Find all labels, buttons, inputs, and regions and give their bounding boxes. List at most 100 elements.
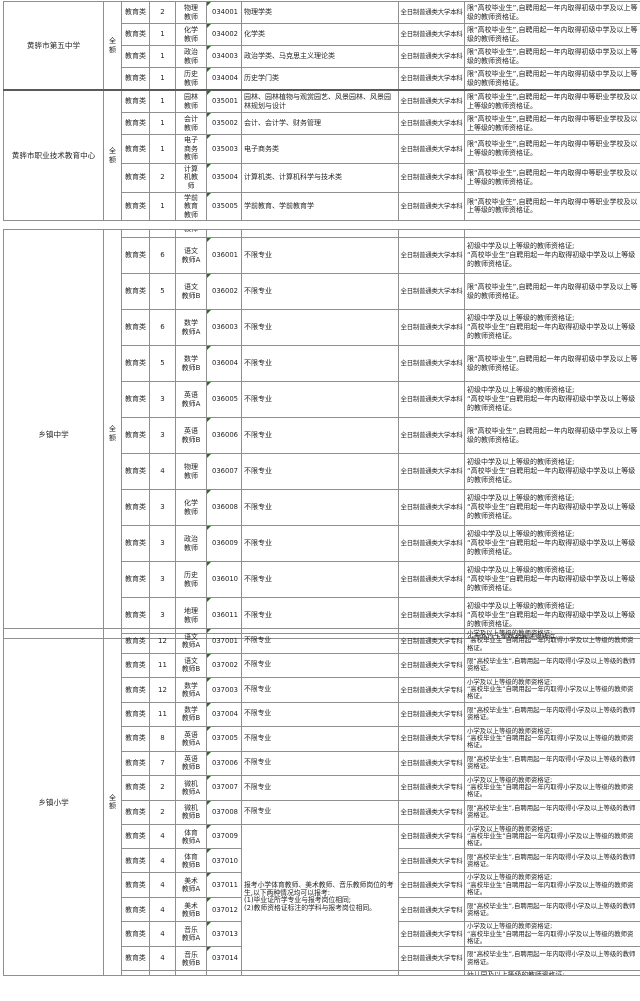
- cell-education-requirement: 全日制普通类大学专科: [398, 872, 465, 899]
- green-triangle-icon: [207, 898, 211, 903]
- cell-headcount: 3: [149, 561, 176, 598]
- cell-position-name: 物理 教师: [175, 1, 207, 24]
- cell-position-code: 036011: [206, 597, 242, 634]
- green-triangle-icon: [207, 164, 211, 168]
- cell-education-requirement: 全日制普通类大学本科: [398, 112, 465, 135]
- cell-position-code: 036002: [206, 273, 242, 310]
- cell-other-requirement: 限“高校毕业生”,自聘用起一年内取得初级中学及以上等级的教师资格证。: [464, 273, 640, 310]
- cell-category: 教育类: [121, 823, 150, 850]
- green-triangle-icon: [207, 46, 211, 50]
- green-triangle-icon: [207, 654, 211, 658]
- cell-major-requirement: 不限专业: [241, 628, 399, 654]
- cell-major-requirement: 电子商务类: [241, 134, 399, 164]
- cell-other-requirement: 限“高校毕业生”,自聘用起一年内取得小学及以上等级的教师资格证。: [464, 652, 640, 678]
- cell-position-name: 美术 教师A: [175, 872, 207, 899]
- cell-headcount: 1: [149, 134, 176, 164]
- cell-position-name: 化学 教师: [175, 489, 207, 526]
- cell-education-requirement: 全日制普通类大学本科: [398, 489, 465, 526]
- cell-education-requirement: 全日制普通类大学专科: [398, 701, 465, 727]
- cell-other-requirement: 限“高校毕业生”,自聘用起一年内取得中等职业学校及以上等级的教师资格证。: [464, 191, 640, 222]
- table-row: 教育类 3 历史 教师 036010 不限专业 全日制普通类大学本科 初级中学及以上等级的教…: [4, 561, 640, 598]
- cell-other-requirement: 限“高校毕业生”,自聘用起一年内取得小学及以上等级的教师资格证。: [464, 799, 640, 825]
- green-triangle-icon: [207, 526, 211, 530]
- cell-education-requirement: 全日制普通类大学本科: [398, 237, 465, 274]
- cell-category: 教育类: [121, 652, 150, 678]
- cell-school-name: 黄骅市第五中学: [3, 1, 104, 91]
- green-triangle-icon: [207, 629, 211, 633]
- cell-headcount: [149, 229, 176, 238]
- table-row: 乡镇小学 全额 教育类 12 语文 教师A 037001 不限专业 全日制普通类大学专科 小学及…: [3, 627, 640, 977]
- cell-funding-type: 全额: [103, 229, 122, 639]
- cell-category: 教育类: [121, 237, 150, 274]
- table-row: 教育类 4 体育 教师B 037010 全日制普通类大学专科 限“高校毕业生”,自聘用起一…: [4, 848, 640, 874]
- cell-other-requirement: 小学及以上等级的教师资格证; “高校毕业生”自聘用起一年内取得小学及以上等级的教…: [464, 774, 640, 801]
- cell-position-name: 电子 商务 教师: [175, 134, 207, 164]
- green-triangle-icon: [207, 825, 211, 829]
- cell-position-code: 034003: [206, 45, 242, 68]
- cell-headcount: [149, 970, 176, 977]
- cell-major-requirement: 不限专业: [241, 237, 399, 274]
- table-row: 教育类 4 物理 教师 036007 不限专业 全日制普通类大学本科 初级中学及以上等级的教…: [4, 453, 640, 490]
- green-triangle-icon: [207, 947, 211, 952]
- cell-category: 教育类: [121, 89, 150, 113]
- cell-education-requirement: 全日制普通类大学本科: [398, 561, 465, 598]
- cell-position-code: 036006: [206, 417, 242, 454]
- cell-category: 教育类: [121, 309, 150, 346]
- cell-other-requirement: 限“高校毕业生”,自聘用起一年内取得中等职业学校及以上等级的教师资格证。: [464, 134, 640, 164]
- cell-headcount: 1: [149, 45, 176, 68]
- table-row: 教育类 3 地理 教师 036011 不限专业 全日制普通类大学本科 初级中学及以上等级的教…: [4, 597, 640, 634]
- cell-other-requirement: 限“高校毕业生”,自聘用起一年内取得小学及以上等级的教师资格证。: [464, 701, 640, 727]
- cell-major-requirement: 政治学类、马克思主义理论类: [241, 45, 399, 68]
- cell-education-requirement: [398, 970, 465, 977]
- cell-other-requirement: 限“高校毕业生”,自聘用起一年内取得小学及以上等级的教师资格证。: [464, 946, 640, 972]
- green-triangle-icon: [207, 849, 211, 854]
- cell-position-code: [206, 970, 242, 977]
- cell-headcount: 4: [149, 453, 176, 490]
- cell-headcount: 3: [149, 525, 176, 562]
- cell-headcount: 1: [149, 112, 176, 135]
- cell-other-requirement: 初级中学及以上等级的教师资格证; “高校毕业生”自聘用起一年内取得初级中学及以上…: [464, 453, 640, 490]
- cell-funding-type: 全额: [103, 1, 122, 91]
- cell-major-requirement: 不限专业: [241, 750, 399, 776]
- green-triangle-icon: [207, 490, 211, 494]
- table-row: 教育类 3 政治 教师 036009 不限专业 全日制普通类大学本科 初级中学及以上等级的教…: [4, 525, 640, 562]
- green-triangle-icon: [207, 562, 211, 566]
- cell-position-code: 037004: [206, 701, 242, 727]
- cell-position-code: 037005: [206, 725, 242, 752]
- cell-position-name: 政治 教师: [175, 525, 207, 562]
- cell-headcount: 1: [149, 89, 176, 113]
- cell-education-requirement: 全日制普通类大学本科: [398, 525, 465, 562]
- cell-other-requirement: 小学及以上等级的教师资格证; “高校毕业生”自聘用起一年内取得小学及以上等级的教…: [464, 725, 640, 752]
- cell-headcount: 3: [149, 417, 176, 454]
- table-row: 教育类 2 计算 机教 师 035004 计算机类、计算机科学与技术类 全日制普通类大学本…: [4, 162, 640, 193]
- cell-category: 教育类: [121, 134, 150, 164]
- cell-headcount: 2: [149, 774, 176, 801]
- green-triangle-icon: [207, 418, 211, 422]
- cell-position-code: 034004: [206, 67, 242, 91]
- cell-school-name: 乡镇小学: [3, 627, 104, 977]
- cell-education-requirement: 全日制普通类大学专科: [398, 799, 465, 825]
- cell-major-requirement: 不限专业: [241, 417, 399, 454]
- cell-education-requirement: 全日制普通类大学专科: [398, 946, 465, 972]
- table-row: 黄骅市第五中学 全额 教育类 2 物理 教师 034001 物理学类 全日制普通类大学本科 限“…: [3, 1, 640, 91]
- cell-category: 教育类: [121, 701, 150, 727]
- cell-education-requirement: 全日制普通类大学专科: [398, 823, 465, 850]
- cell-education-requirement: 全日制普通类大学专科: [398, 897, 465, 923]
- cell-headcount: 4: [149, 848, 176, 874]
- table-row: 教育类 2 微机 教师A 037007 不限专业 全日制普通类大学专科 小学及以上等级的教师…: [4, 774, 640, 801]
- table-row: 教育类 5 数学 教师B 036004 不限专业 全日制普通类大学本科 限“高校毕业生”,自…: [4, 345, 640, 382]
- table-row: 教育类 7 英语 教师B 037006 不限专业 全日制普通类大学专科 限“高校毕业生”,自…: [4, 750, 640, 776]
- cell-category: 教育类: [121, 1, 150, 24]
- cell-headcount: 6: [149, 237, 176, 274]
- green-triangle-icon: [207, 135, 211, 139]
- cell-education-requirement: 全日制普通类大学本科: [398, 134, 465, 164]
- cell-category: 教育类: [121, 897, 150, 923]
- cell-education-requirement: 全日制普通类大学专科: [398, 725, 465, 752]
- cell-position-code: 036004: [206, 345, 242, 382]
- cell-position-name: 教师: [175, 229, 207, 238]
- cell-position-code: 037002: [206, 652, 242, 678]
- cell-major-requirement: 不限专业: [241, 676, 399, 703]
- cell-position-code: 037003: [206, 676, 242, 703]
- cell-education-requirement: 全日制普通类大学专科: [398, 921, 465, 948]
- cell-position-name: 数学 教师B: [175, 701, 207, 727]
